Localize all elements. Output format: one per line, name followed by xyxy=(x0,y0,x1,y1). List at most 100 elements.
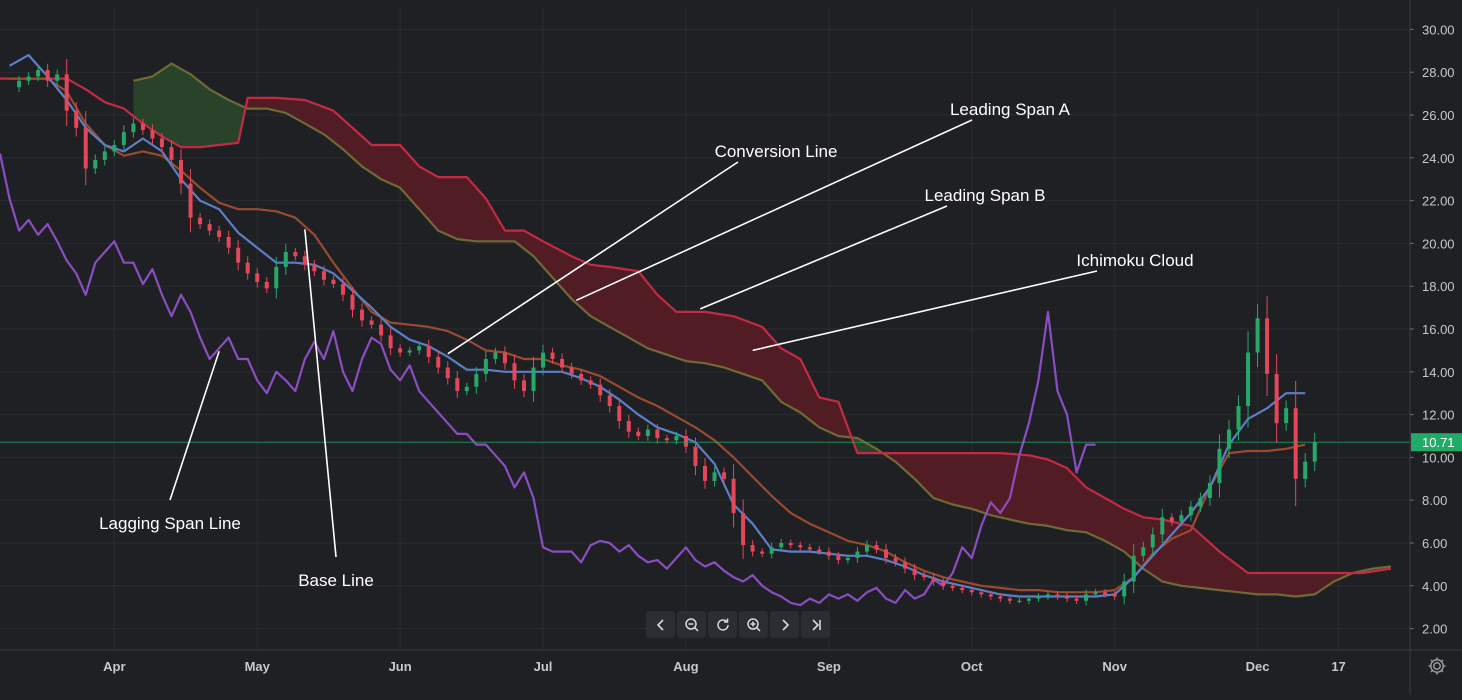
candle xyxy=(264,277,269,294)
candle-body xyxy=(131,123,136,133)
candle-body xyxy=(17,80,22,88)
candle-body xyxy=(693,446,698,466)
candle-body xyxy=(55,74,60,81)
candle-body xyxy=(941,581,946,586)
candle-body xyxy=(483,358,488,374)
candle-body xyxy=(321,271,326,280)
candle-body xyxy=(293,251,298,257)
cloud-segment-bearish xyxy=(883,453,1353,597)
candle-body xyxy=(179,159,184,184)
candle xyxy=(83,111,88,186)
candle xyxy=(1122,573,1127,605)
candle xyxy=(74,102,79,137)
annotation-leader-line xyxy=(447,161,739,355)
candle xyxy=(36,65,41,82)
candle xyxy=(121,125,126,153)
candle-body xyxy=(703,465,707,481)
candle-body xyxy=(1084,594,1089,601)
scroll-right-button[interactable] xyxy=(770,611,799,638)
candle xyxy=(541,344,546,376)
candle xyxy=(483,351,488,382)
candle xyxy=(1169,513,1174,526)
candle-body xyxy=(1007,598,1012,601)
price-tick-label: 8.00 xyxy=(1422,493,1447,508)
candle-body xyxy=(159,138,164,148)
ichimoku-cloud xyxy=(133,63,1391,597)
candle-body xyxy=(360,309,365,321)
candle-body xyxy=(121,132,126,145)
candle xyxy=(159,132,164,153)
candle xyxy=(1141,541,1146,562)
candle-body xyxy=(1198,498,1203,507)
candle xyxy=(788,539,793,549)
candle-body xyxy=(1045,594,1050,597)
candle-body xyxy=(1160,517,1165,535)
candle-body xyxy=(302,256,307,265)
candle xyxy=(198,212,203,229)
candle xyxy=(1036,593,1041,602)
candle-body xyxy=(417,346,422,351)
price-tick-label: 26.00 xyxy=(1422,108,1455,123)
candle-body xyxy=(636,431,641,436)
scroll-left-button[interactable] xyxy=(646,611,675,638)
candle xyxy=(445,361,450,385)
cloud-segment-bearish xyxy=(247,97,853,441)
candle xyxy=(64,59,69,127)
candle-body xyxy=(674,436,679,441)
candle-body xyxy=(950,585,955,588)
candle xyxy=(1207,475,1212,506)
lagging-span-line xyxy=(0,153,1096,607)
candle-body xyxy=(36,70,41,77)
candle xyxy=(1246,331,1251,428)
price-tick-label: 24.00 xyxy=(1422,151,1455,166)
candle-body xyxy=(245,262,250,274)
candle-body xyxy=(379,324,384,336)
candle xyxy=(464,382,469,396)
time-tick-label: Jun xyxy=(389,659,412,674)
candle xyxy=(645,424,650,441)
candle xyxy=(722,467,727,484)
candle-body xyxy=(464,386,469,392)
candle-body xyxy=(264,281,269,289)
candle xyxy=(941,577,946,590)
candle-body xyxy=(102,151,107,160)
time-tick-label: 17 xyxy=(1331,659,1345,674)
candle xyxy=(703,458,707,489)
candle-body xyxy=(1246,352,1251,407)
zoom-out-button[interactable] xyxy=(677,611,706,638)
chart-settings-button[interactable] xyxy=(1426,655,1448,677)
candle-body xyxy=(607,395,612,407)
candle-body xyxy=(922,575,927,578)
candle-body xyxy=(436,356,441,368)
candle-body xyxy=(45,70,50,81)
zoom-in-button[interactable] xyxy=(739,611,768,638)
reset-button[interactable] xyxy=(708,611,737,638)
last-price-badge-bg xyxy=(1411,433,1462,452)
candle xyxy=(760,548,765,558)
candle-body xyxy=(731,478,736,514)
candle xyxy=(741,499,746,559)
candle xyxy=(302,250,307,271)
time-tick-label: Apr xyxy=(103,659,125,674)
candle xyxy=(360,303,365,327)
candle-body xyxy=(979,592,984,595)
go-to-realtime-button[interactable] xyxy=(801,611,830,638)
candle xyxy=(369,316,374,329)
candle-body xyxy=(617,406,622,422)
candle-body xyxy=(83,127,88,169)
candle xyxy=(1055,591,1060,600)
candle xyxy=(502,346,507,370)
candle-body xyxy=(1236,406,1241,430)
candle xyxy=(1217,434,1222,498)
candle-body xyxy=(779,543,784,548)
candle xyxy=(769,542,774,559)
candle xyxy=(45,63,50,88)
annotation-label: Base Line xyxy=(298,571,374,590)
candle xyxy=(998,593,1003,602)
candle-body xyxy=(474,373,479,387)
candle xyxy=(1284,400,1289,431)
candle xyxy=(683,429,688,454)
cloud-segment-bullish xyxy=(133,63,248,148)
refresh-icon xyxy=(716,618,729,631)
